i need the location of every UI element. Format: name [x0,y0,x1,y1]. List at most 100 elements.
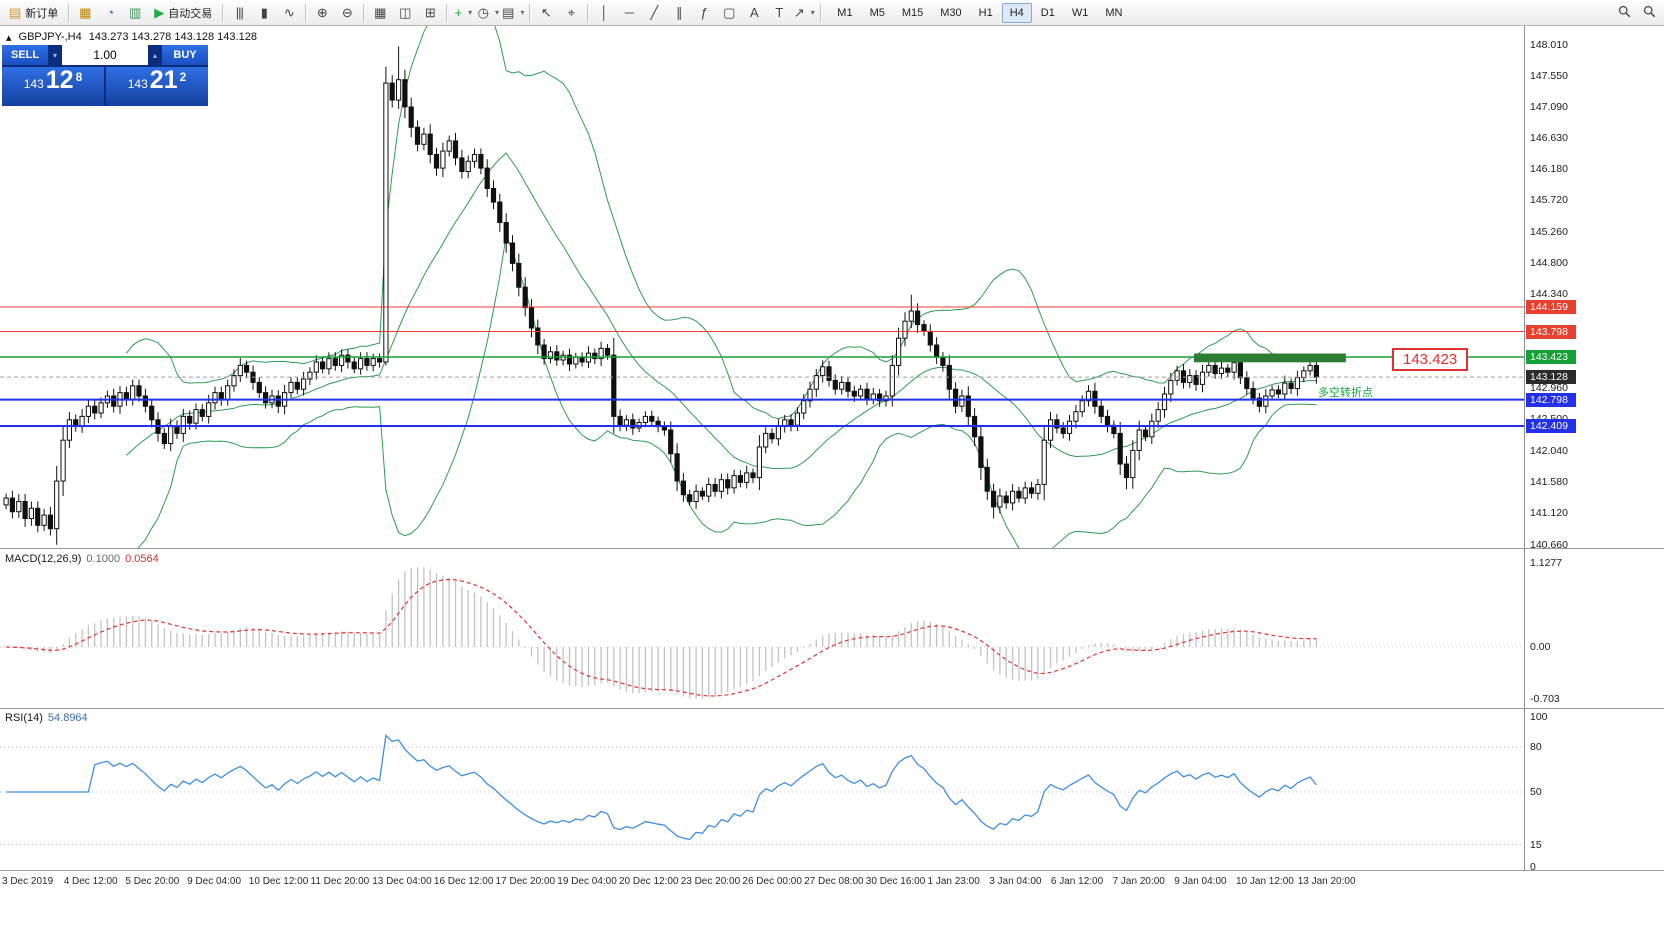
vertical-line-icon: │ [600,5,609,20]
chart-annotation-note[interactable]: 多空转折点 [1318,387,1373,399]
sell-price-sup: 8 [75,70,83,84]
text-button[interactable]: A [742,2,766,24]
sell-price-big: 12 [45,66,74,94]
panel-separator[interactable] [0,548,1664,549]
candlestick-mode-button[interactable]: ▮ [252,2,276,24]
timeframe-m30[interactable]: M30 [932,3,969,23]
rsi-value: 54.8964 [47,712,88,724]
price-scale[interactable]: 148.010 147.550 147.090 146.630 146.180 145.7… [1524,26,1664,873]
price-tick: 141.120 [1530,507,1568,520]
sell-price-prefix: 143 [23,77,44,91]
panel-separator[interactable] [0,708,1664,709]
timeframe-mn[interactable]: MN [1097,3,1130,23]
time-axis-label: 5 Dec 20:00 [125,876,180,887]
timeframe-w1[interactable]: W1 [1064,3,1097,23]
price-line-badge[interactable]: 143.423 [1526,350,1576,364]
timeframe-d1[interactable]: D1 [1033,3,1063,23]
horizontal-line-button[interactable]: ─ [617,2,641,24]
arrows-dropdown-arrow[interactable]: ▾ [810,8,815,17]
price-line-badge[interactable]: 143.798 [1526,324,1576,339]
sell-tab[interactable]: SELL [2,45,48,65]
time-axis[interactable]: 3 Dec 2019 4 Dec 12:00 5 Dec 20:00 9 Dec 04… [0,871,1664,895]
price-line-badge[interactable]: 144.159 [1526,300,1576,314]
quick-search-button[interactable] [1637,2,1661,24]
symbol-icon: ▴ [6,32,12,44]
time-axis-label: 17 Dec 20:00 [495,876,556,887]
buy-tab[interactable]: BUY [162,45,208,65]
volume-decrease-button[interactable]: ▾ [48,45,62,65]
data-window-button[interactable]: ▥ [123,2,147,24]
macd-scale-tick: -0.703 [1530,693,1560,706]
search-button[interactable] [1612,2,1636,24]
bar-chart-mode-button[interactable]: ||| [227,2,251,24]
crosshair-button[interactable]: ⌖ [559,2,583,24]
shapes-icon: ▢ [723,5,736,20]
zoom-in-icon: ⊕ [316,5,328,20]
zoom-out-button[interactable]: ⊖ [335,2,359,24]
timeframe-m5[interactable]: M5 [862,3,893,23]
buy-price-button[interactable]: 143 21 2 [106,67,208,106]
volume-input[interactable] [62,45,148,65]
price-line-badge[interactable]: 143.128 [1526,370,1576,385]
timeframe-h4[interactable]: H4 [1001,2,1032,23]
timeframe-h1[interactable]: H1 [971,3,1001,23]
new-order-button[interactable]: ▤ 新订单 [3,2,64,24]
macd-scale-tick: 0.00 [1530,641,1551,653]
trade-panel-top-row: SELL ▾ ▴ BUY [2,45,208,65]
text-label-button[interactable]: T [767,2,791,24]
equidistant-channel-button[interactable]: ∥ [667,2,691,24]
indicators-button[interactable]: + ▾ [451,2,475,24]
time-axis-label: 19 Dec 04:00 [557,876,617,887]
price-line-badge[interactable]: 142.798 [1526,392,1576,407]
price-chart[interactable] [0,26,1524,548]
templates-dropdown-arrow[interactable]: ▾ [520,8,525,17]
price-tick: 147.550 [1530,69,1568,82]
cascade-windows-button[interactable]: ◫ [393,2,417,24]
price-tick: 146.630 [1530,132,1568,145]
time-axis-label: 10 Jan 12:00 [1236,876,1294,887]
timeframe-m1[interactable]: M1 [829,3,860,23]
shapes-button[interactable]: ▢ [717,2,741,24]
rsi-scale-tick: 80 [1530,741,1542,753]
bollinger-lower [137,233,1317,548]
auto-trading-icon: ▶ [154,5,165,20]
macd-panel[interactable] [0,550,1524,708]
trendline-icon: ╱ [650,5,659,20]
auto-trading-button[interactable]: ▶ 自动交易 [148,2,218,24]
rsi-scale-tick: 50 [1530,786,1542,798]
bollinger-middle [126,152,1317,470]
profiles-button[interactable]: ◔ [98,2,122,24]
rsi-panel[interactable] [0,709,1524,870]
chart-window-button[interactable]: ▦ [73,2,97,24]
bollinger-bands [126,26,1317,548]
volume-increase-button[interactable]: ▴ [148,45,162,65]
cursor-button[interactable]: ↖ [534,2,558,24]
toolbar: ▤ 新订单 ▦ ◔ ▥ ▶ 自动交易 ||| ▮ ∿ ⊕ ⊖ ▦ ◫ ⊞ + ▾ ◷ ▾ ▤ ▾ ↖ ⌖ │ ─ ╱ ∥ ƒ ▢ A T ↗ ▾… [0,0,1664,26]
price-text-object[interactable]: 143.423 [1392,348,1469,371]
trendline-button[interactable]: ╱ [642,2,666,24]
tile-windows-button[interactable]: ▦ [368,2,392,24]
timeframe-m15[interactable]: M15 [894,3,931,23]
periods-dropdown-arrow[interactable]: ▾ [494,8,499,17]
time-axis-label: 11 Dec 20:00 [310,876,370,887]
arrows-icon: ↗ [793,5,805,20]
macd-signal-line [6,578,1317,697]
line-chart-mode-button[interactable]: ∿ [277,2,301,24]
templates-button[interactable]: ▤ ▾ [501,2,525,24]
supply-zone-box[interactable] [1194,353,1346,363]
toolbar-separator [529,3,531,22]
symbol-name: GBPJPY-,H4 [18,31,82,43]
time-axis-label: 3 Dec 2019 [2,876,54,887]
price-line-badge[interactable]: 142.409 [1526,419,1576,433]
toolbar-separator [363,3,365,22]
vertical-line-button[interactable]: │ [592,2,616,24]
indicators-dropdown-arrow[interactable]: ▾ [468,8,473,17]
periods-button[interactable]: ◷ ▾ [476,2,500,24]
fibonacci-button[interactable]: ƒ [692,2,716,24]
zoom-in-button[interactable]: ⊕ [310,2,334,24]
sell-price-button[interactable]: 143 12 8 [2,67,104,106]
arrange-windows-button[interactable]: ⊞ [418,2,442,24]
arrows-button[interactable]: ↗ ▾ [792,2,816,24]
price-tick: 145.260 [1530,225,1568,238]
